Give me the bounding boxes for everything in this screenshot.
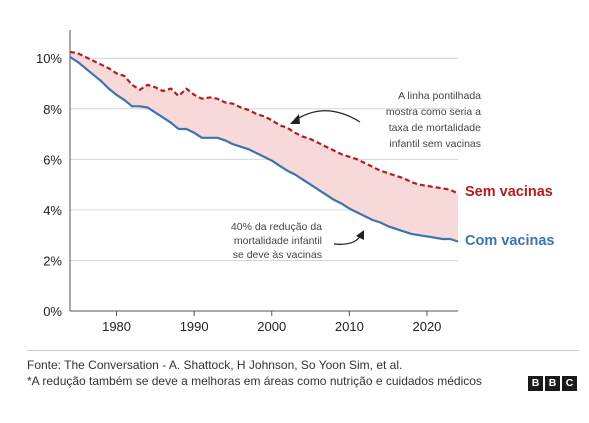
annotation-text: 40% da redução da [231, 221, 322, 233]
reduction-fill-area [70, 51, 458, 242]
series-line-sem-vacinas [69, 50, 459, 195]
axes [69, 30, 458, 316]
logo-letter: C [562, 376, 577, 391]
annotation-text: A linha pontilhada [398, 90, 481, 102]
annotation-text: mostra como seria a [386, 106, 481, 118]
annotation-text: infantil sem vacinas [389, 138, 481, 150]
annotations: A linha pontilhada mostra como seria a tax… [231, 90, 481, 261]
series-labels: Sem vacinas Com vacinas [465, 184, 554, 249]
series-label-com-vacinas: Com vacinas [465, 233, 554, 249]
series-lines [69, 50, 459, 243]
y-tick-label: 10% [36, 51, 62, 66]
annotation-arrow [293, 110, 361, 123]
source-text: Fonte: The Conversation - A. Shattock, H… [27, 358, 403, 372]
arrowhead-icon [290, 114, 300, 124]
footnote-text: *A redução também se deve a melhoras em … [27, 373, 482, 388]
annotation-text: se deve às vacinas [233, 249, 322, 261]
annotation-text: taxa de mortalidade [389, 122, 481, 134]
y-tick-label: 0% [43, 304, 62, 319]
x-tick-label: 1980 [102, 319, 131, 334]
y-tick-label: 6% [43, 152, 62, 167]
tick-labels: 0% 2% 4% 6% 8% 10% 1980 1990 2000 2010 2020 [36, 51, 441, 334]
logo-letter: B [545, 376, 560, 391]
y-tick-label: 4% [43, 203, 62, 218]
footer-divider [27, 350, 579, 351]
y-tick-label: 2% [43, 253, 62, 268]
annotation-text: mortalidade infantil [234, 235, 322, 247]
series-line-com-vacinas [69, 56, 459, 243]
logo-letter: B [528, 376, 543, 391]
arrowhead-icon [356, 230, 364, 240]
x-tick-label: 2000 [257, 319, 286, 334]
series-label-sem-vacinas: Sem vacinas [465, 184, 553, 200]
footer: Fonte: The Conversation - A. Shattock, H… [27, 358, 497, 389]
x-tick-label: 2010 [335, 319, 364, 334]
x-tick-label: 2020 [412, 319, 441, 334]
chart: 0% 2% 4% 6% 8% 10% 1980 1990 2000 2010 2020 A linh… [36, 30, 554, 334]
bbc-logo: B B C [528, 376, 577, 391]
x-tick-label: 1990 [180, 319, 209, 334]
y-tick-label: 8% [43, 102, 62, 117]
